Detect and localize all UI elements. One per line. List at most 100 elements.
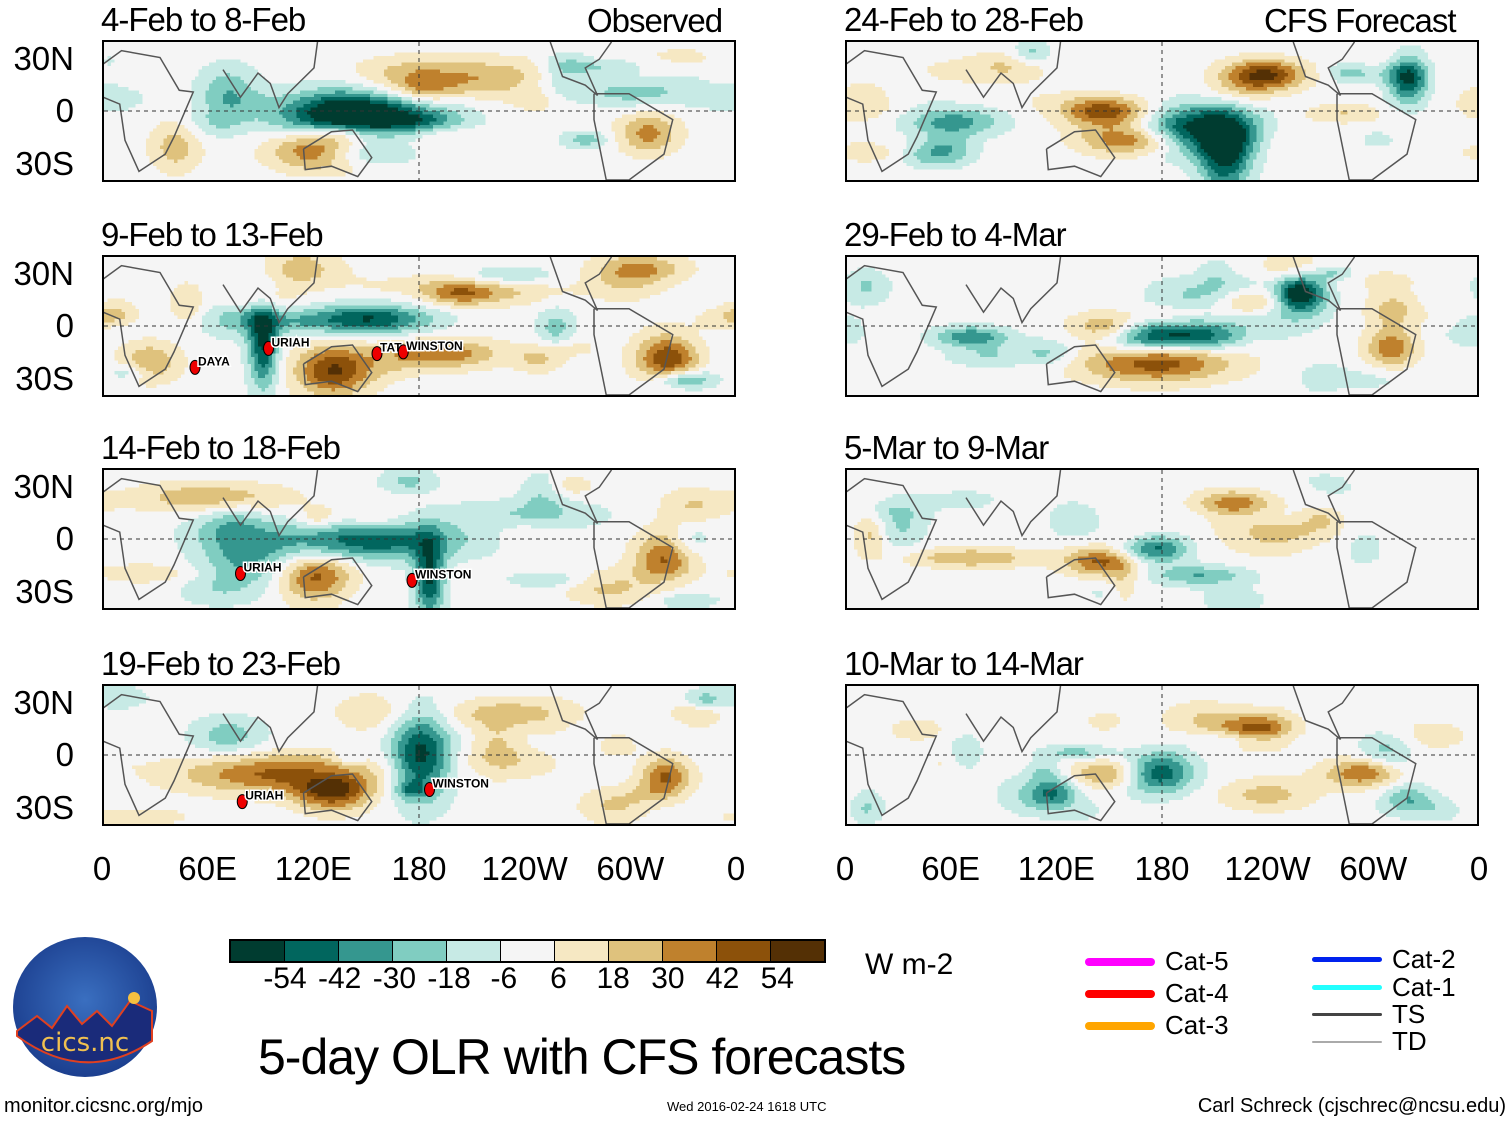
- coastline: [222, 686, 319, 754]
- legend-swatch: [1312, 985, 1382, 990]
- forecast-label: CFS Forecast: [1264, 2, 1457, 39]
- colorbar-tick-label: 42: [705, 962, 740, 995]
- colorbar-swatch: [231, 941, 285, 961]
- colorbar-swatch: [663, 941, 717, 961]
- panel-title: 14-Feb to 18-Feb: [101, 429, 341, 466]
- lon-label: 120W: [481, 850, 568, 887]
- colorbar: [229, 939, 826, 963]
- coastline: [593, 737, 674, 824]
- colorbar-tick-label: -6: [490, 962, 518, 995]
- lon-label: 60E: [178, 850, 238, 887]
- units-label: W m-2: [865, 948, 954, 981]
- colorbar-swatch: [339, 941, 393, 961]
- coastline: [847, 264, 938, 388]
- storm-label: WINSTON: [415, 567, 471, 581]
- legend-item: TD: [1312, 1026, 1427, 1057]
- colorbar-tick-label: -42: [318, 962, 362, 995]
- storm-label: URIAH: [272, 335, 310, 349]
- legend-item: Cat-3: [1085, 1010, 1229, 1041]
- storm-label: WINSTON: [433, 777, 489, 791]
- lat-label: 30N: [13, 255, 74, 292]
- lon-label: 60W: [596, 850, 665, 887]
- storm-marker: [424, 782, 435, 797]
- panel-title: 10-Mar to 14-Mar: [844, 645, 1084, 682]
- coastline: [1045, 557, 1116, 606]
- panel-title: 5-Mar to 9-Mar: [844, 429, 1049, 466]
- coastline: [1292, 470, 1356, 525]
- colorbar-tick-label: 18: [596, 962, 630, 995]
- footer-timestamp: Wed 2016-02-24 1618 UTC: [667, 1099, 827, 1114]
- lon-label: 120E: [274, 850, 352, 887]
- legend-item: Cat-1: [1312, 972, 1456, 1003]
- colorbar-tick-label: 54: [760, 962, 794, 995]
- coastline: [302, 129, 373, 178]
- coastline: [1336, 521, 1417, 608]
- legend-item: Cat-4: [1085, 978, 1229, 1009]
- colorbar-swatch: [717, 941, 771, 961]
- colorbar-swatch: [555, 941, 609, 961]
- legend-swatch: [1312, 957, 1382, 962]
- footer-url[interactable]: monitor.cicsnc.org/mjo: [4, 1095, 203, 1117]
- colorbar-tick-label: -54: [263, 962, 307, 995]
- lat-label: 30S: [15, 145, 74, 182]
- storm-marker: [406, 572, 418, 588]
- legend-label: Cat-3: [1165, 1010, 1229, 1040]
- coastline: [1336, 93, 1417, 180]
- olr-map-panel: [845, 468, 1479, 610]
- colorbar-tick-label: -30: [372, 962, 417, 995]
- colorbar-swatch: [285, 941, 339, 961]
- figure-title: 5-day OLR with CFS forecasts: [258, 1029, 906, 1085]
- coastline: [104, 264, 195, 388]
- coastline: [1292, 686, 1356, 741]
- coastline: [965, 686, 1062, 754]
- lat-label: 0: [55, 307, 74, 344]
- coastline: [1292, 42, 1356, 97]
- legend-swatch: [1085, 1021, 1155, 1030]
- olr-map-panel: [845, 40, 1479, 182]
- lat-label: 0: [55, 92, 74, 129]
- panel-title: 24-Feb to 28-Feb: [844, 1, 1084, 38]
- lat-label: 30N: [13, 468, 74, 505]
- legend-label: Cat-4: [1165, 978, 1229, 1008]
- lat-label: 30S: [15, 573, 74, 610]
- legend-item: Cat-5: [1085, 946, 1229, 977]
- lon-label: 0: [92, 850, 112, 887]
- coastline: [1336, 308, 1417, 395]
- legend-label: Cat-5: [1165, 946, 1229, 976]
- panel-title: 4-Feb to 8-Feb: [101, 1, 306, 38]
- colorbar-tick-label: 6: [550, 962, 567, 995]
- lon-label: 120E: [1017, 850, 1095, 887]
- lon-label: 180: [391, 850, 447, 887]
- legend-item: TS: [1312, 999, 1425, 1030]
- logo-text: cics.nc: [41, 1028, 129, 1058]
- olr-map-panel: DAYA URIAH TAT WINSTON: [102, 255, 736, 397]
- coastline: [965, 42, 1062, 110]
- lat-label: 0: [55, 736, 74, 773]
- lon-label: 60W: [1339, 850, 1408, 887]
- coastline: [104, 693, 195, 817]
- coastline: [302, 773, 373, 822]
- coastline: [222, 42, 319, 110]
- coastline: [549, 470, 613, 525]
- footer-author: Carl Schreck (cjschrec@ncsu.edu): [1197, 1095, 1506, 1117]
- storm-marker: [371, 346, 383, 362]
- legend-label: TS: [1392, 999, 1426, 1029]
- storm-label: URIAH: [245, 789, 283, 803]
- olr-map-panel: [845, 684, 1479, 826]
- colorbar-swatch: [771, 941, 824, 961]
- lon-label: 0: [726, 850, 746, 887]
- legend-item: Cat-2: [1312, 944, 1456, 975]
- coastline: [549, 686, 613, 741]
- coastline: [222, 470, 319, 538]
- lat-label: 0: [55, 520, 74, 557]
- storm-marker: [189, 359, 201, 375]
- storm-label: DAYA: [198, 354, 230, 368]
- lon-label: 120W: [1224, 850, 1311, 887]
- coastline: [302, 344, 373, 393]
- legend-swatch: [1085, 957, 1155, 966]
- lon-label: 0: [1469, 850, 1489, 887]
- lat-label: 30S: [15, 360, 74, 397]
- colorbar-swatch: [393, 941, 447, 961]
- coastline: [549, 257, 613, 312]
- colorbar-tick-label: -18: [427, 962, 471, 995]
